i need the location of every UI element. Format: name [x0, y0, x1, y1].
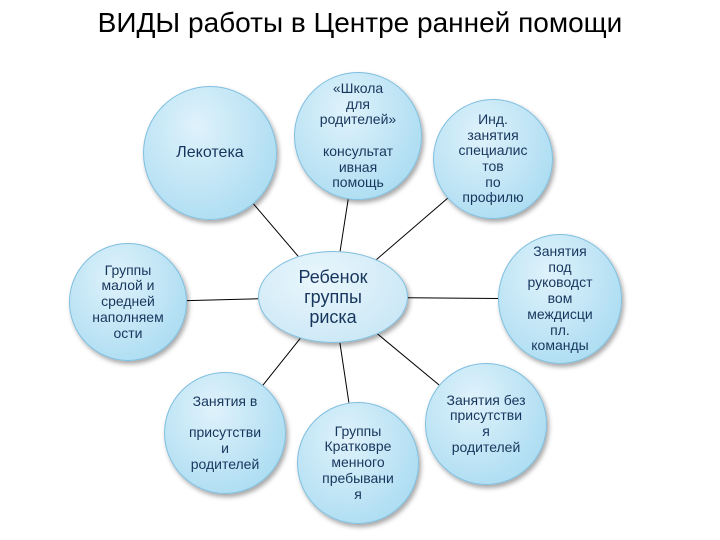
node-team: Занятия под руководст вом междисци пл. к… [498, 234, 622, 364]
connector-line [378, 334, 440, 385]
page-title: ВИДЫ работы в Центре ранней помощи [0, 8, 720, 39]
connector-line [377, 198, 448, 259]
connector-line [408, 298, 498, 299]
node-center: Ребенок группы риска [258, 251, 408, 343]
node-school: «Школа для родителей» консультат ивная п… [294, 72, 422, 200]
connector-line [340, 199, 348, 251]
connector-line [187, 299, 258, 301]
diagram-stage: { "type": "network", "background_color":… [0, 0, 720, 540]
node-groups-fill: Группы малой и средней наполняем ости [69, 243, 187, 361]
node-ind: Инд. занятия специалис тов по профилю [433, 99, 553, 219]
node-no-parents: Занятия без присутстви я родителей [425, 363, 547, 485]
node-with-parents: Занятия в присутстви и родителей [164, 372, 286, 494]
node-short-stay: Группы Кратковре менного пребывани я [297, 402, 419, 524]
connector-line [263, 338, 300, 385]
connector-line [254, 204, 299, 256]
connector-line [340, 343, 349, 403]
node-lekoteka: Лекотека [143, 86, 277, 220]
